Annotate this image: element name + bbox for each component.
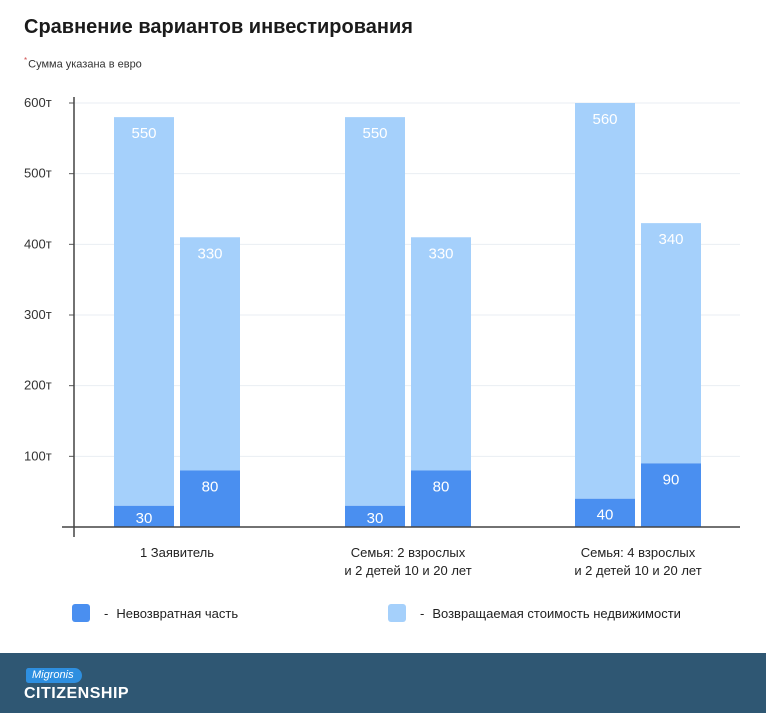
- bar-nonrefundable: [114, 505, 174, 527]
- legend-label-refundable: Возвращаемая стоимость недвижимости: [432, 605, 681, 621]
- data-label-nonrefundable: 30: [136, 510, 153, 527]
- footer-banner: Migronis CITIZENSHIP: [0, 653, 766, 713]
- data-label-refundable: 560: [592, 111, 617, 128]
- legend-label-nonrefundable: Невозвратная часть: [116, 605, 239, 621]
- data-label-refundable: 550: [362, 125, 387, 142]
- data-label-nonrefundable: 80: [433, 478, 450, 495]
- data-label-nonrefundable: 30: [367, 510, 384, 527]
- y-tick-label: 500т: [24, 166, 52, 181]
- bar-nonrefundable: [180, 470, 240, 527]
- x-tick-label: и 2 детей 10 и 20 лет: [574, 563, 701, 578]
- chart-subtitle: *Сумма указана в евро: [24, 56, 142, 71]
- y-tick-label: 400т: [24, 236, 52, 251]
- bar-refundable: [345, 117, 405, 506]
- y-tick-label: 300т: [24, 307, 52, 322]
- bar-chart: 100т 200т 300т 400т 500т 600т 550 30 330 80 1 Заяв…: [24, 95, 740, 578]
- x-tick-label: и 2 детей 10 и 20 лет: [344, 563, 471, 578]
- logo-badge: Migronis: [26, 668, 82, 683]
- legend-swatch-nonrefundable: [72, 604, 90, 622]
- data-label-refundable: 550: [131, 125, 156, 142]
- legend-item-refundable: - Возвращаемая стоимость недвижимости: [388, 602, 681, 624]
- footnote-mark: *: [24, 56, 28, 65]
- data-label-refundable: 330: [428, 245, 453, 262]
- data-label-refundable: 330: [197, 245, 222, 262]
- bar-refundable: [114, 117, 174, 506]
- subtitle-text: Сумма указана в евро: [28, 58, 142, 71]
- y-tick-label: 100т: [24, 448, 52, 463]
- legend-dash: -: [104, 605, 109, 621]
- legend-item-nonrefundable: - Невозвратная часть: [72, 602, 238, 624]
- y-tick-label: 200т: [24, 378, 52, 393]
- bar-refundable: [641, 223, 701, 464]
- x-tick-label: 1 Заявитель: [140, 545, 214, 560]
- bar-nonrefundable: [345, 505, 405, 527]
- legend-dash: -: [420, 605, 425, 621]
- data-label-nonrefundable: 80: [202, 478, 219, 495]
- y-tick-label: 600т: [24, 95, 52, 110]
- logo-wordmark: CITIZENSHIP: [24, 685, 130, 702]
- data-label-refundable: 340: [658, 231, 683, 248]
- bar-refundable: [411, 237, 471, 471]
- x-tick-label: Семья: 2 взрослых: [351, 545, 466, 560]
- bar-nonrefundable: [575, 498, 635, 527]
- bar-refundable: [575, 103, 635, 499]
- bar-nonrefundable: [641, 463, 701, 527]
- bar-refundable: [180, 237, 240, 471]
- bar-nonrefundable: [411, 470, 471, 527]
- x-tick-label: Семья: 4 взрослых: [581, 545, 696, 560]
- data-label-nonrefundable: 40: [597, 507, 614, 524]
- data-label-nonrefundable: 90: [663, 471, 680, 488]
- legend-swatch-refundable: [388, 604, 406, 622]
- chart-title: Сравнение вариантов инвестирования: [24, 16, 413, 38]
